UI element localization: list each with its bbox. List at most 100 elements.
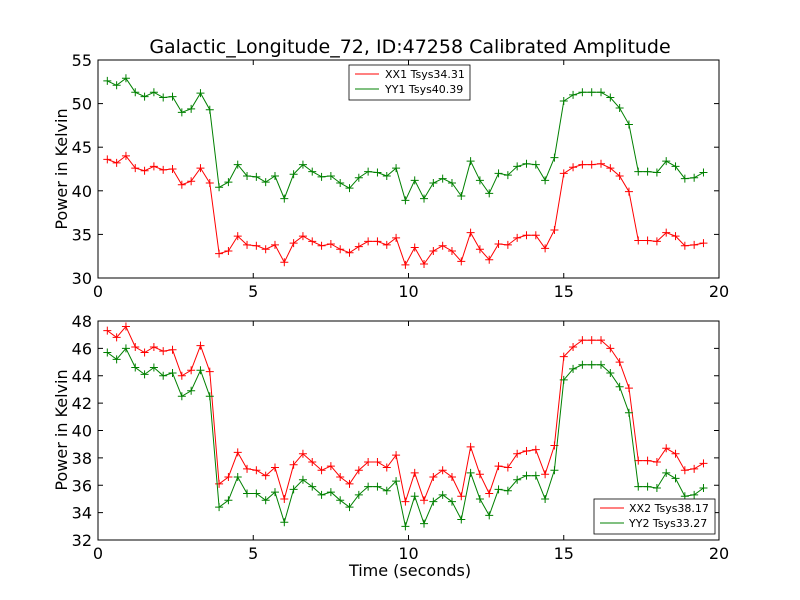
top-series-1-point xyxy=(429,178,438,187)
bottom-series-1-point xyxy=(121,344,130,353)
top-series-1-point xyxy=(243,171,252,180)
bottom-series-0-point xyxy=(336,473,345,482)
bottom-series-0-point xyxy=(215,479,224,488)
top-series-0-point xyxy=(308,237,317,246)
bottom-series-0-point xyxy=(438,466,447,475)
bottom-series-0-point xyxy=(261,471,270,480)
x-axis-label: Time (seconds) xyxy=(348,561,471,580)
bottom-series-1-point xyxy=(224,496,233,505)
top-series-0-point xyxy=(606,164,615,173)
top-series-1-point xyxy=(652,168,661,177)
top-series-0-point xyxy=(280,258,289,267)
bottom-series-1-point xyxy=(159,371,168,380)
bottom-series-1-point xyxy=(326,488,335,497)
top-series-0-point xyxy=(121,151,130,160)
top-series-0-point xyxy=(401,260,410,269)
bottom-series-1-point xyxy=(541,494,550,503)
top-series-1-point xyxy=(485,189,494,198)
bottom-series-1-point xyxy=(503,486,512,495)
top-series-1-point xyxy=(475,176,484,185)
bottom-series-0-point xyxy=(149,343,158,352)
top-series-0-point xyxy=(699,239,708,248)
bottom-series-0-point xyxy=(475,470,484,479)
top-y-tick-label: 40 xyxy=(72,182,92,201)
top-series-1-point xyxy=(233,160,242,169)
bottom-series-0-point xyxy=(345,479,354,488)
bottom-series-1-point xyxy=(317,490,326,499)
top-y-tick-label: 35 xyxy=(72,225,92,244)
bottom-series-1-point xyxy=(690,490,699,499)
top-series-1-point xyxy=(578,88,587,97)
bottom-series-1-point xyxy=(261,496,270,505)
top-series-0-point xyxy=(438,241,447,250)
bottom-series-1-point xyxy=(513,475,522,484)
bottom-series-1-point xyxy=(382,486,391,495)
top-series-0-point xyxy=(643,236,652,245)
bottom-series-0-point xyxy=(131,343,140,352)
top-series-0-point xyxy=(475,245,484,254)
top-series-0-point xyxy=(531,231,540,240)
bottom-series-1-point xyxy=(485,511,494,520)
bottom-series-1-point xyxy=(597,360,606,369)
top-legend: XX1 Tsys34.31 YY1 Tsys40.39 xyxy=(348,64,471,101)
bottom-series-0-point xyxy=(690,464,699,473)
bottom-series-0-point xyxy=(680,466,689,475)
top-series-0-point xyxy=(652,237,661,246)
top-y-tick-label: 50 xyxy=(72,95,92,114)
top-series-layer xyxy=(103,74,708,269)
bottom-series-1-point xyxy=(624,408,633,417)
bottom-series-1-point xyxy=(308,482,317,491)
top-x-tick-label: 10 xyxy=(398,282,418,301)
top-series-1-point xyxy=(541,176,550,185)
top-series-0-point xyxy=(298,232,307,241)
bottom-series-1-point xyxy=(634,482,643,491)
bottom-series-1-point xyxy=(457,515,466,524)
bottom-series-0-point xyxy=(466,442,475,451)
top-series-0-point xyxy=(168,165,177,173)
top-x-tick-label: 15 xyxy=(554,282,574,301)
bottom-series-0-point xyxy=(140,348,149,357)
top-series-1-point xyxy=(494,169,503,178)
bottom-series-0-point xyxy=(196,341,205,350)
bottom-series-0-point xyxy=(652,457,661,466)
top-legend-label-yy1: YY1 Tsys40.39 xyxy=(384,83,463,96)
bottom-legend: XX2 Tsys38.17 YY2 Tsys33.27 xyxy=(593,498,716,535)
top-series-0-point xyxy=(485,255,494,264)
top-series-1-point xyxy=(326,171,335,180)
bottom-series-0-point xyxy=(522,447,531,456)
bottom-series-0-point xyxy=(392,451,401,460)
bottom-series-1-point xyxy=(429,497,438,506)
bottom-x-tick-label: 0 xyxy=(93,544,103,563)
top-series-1-point xyxy=(624,120,633,129)
bottom-series-layer xyxy=(103,322,708,531)
bottom-series-1-point xyxy=(531,471,540,480)
bottom-series-0-point xyxy=(401,497,410,506)
top-y-tick-label: 45 xyxy=(72,138,92,157)
top-series-1-point xyxy=(336,178,345,187)
bottom-series-1-point xyxy=(196,366,205,375)
top-x-tick-label: 5 xyxy=(248,282,258,301)
top-series-0-point xyxy=(550,226,559,235)
chart-title: Galactic_Longitude_72, ID:47258 Calibrat… xyxy=(149,36,670,58)
bottom-series-1-point xyxy=(606,369,615,378)
bottom-series-0-point xyxy=(233,448,242,457)
bottom-series-0-point xyxy=(485,489,494,498)
top-series-0-point xyxy=(345,248,354,257)
top-plot-panel: 0 5 10 15 20 30 35 40 45 50 55 Power in Kelvin XX1… xyxy=(52,51,729,301)
top-y-axis-label: Power in Kelvin xyxy=(52,108,71,229)
bottom-series-0-point xyxy=(559,352,568,361)
top-series-1-point xyxy=(345,184,354,193)
bottom-series-0-point xyxy=(662,444,671,453)
top-series-1-point xyxy=(261,178,270,187)
top-series-1-point xyxy=(159,93,168,102)
top-series-0-point xyxy=(131,164,140,173)
bottom-series-0-point xyxy=(243,464,252,473)
bottom-y-tick-label: 32 xyxy=(72,531,92,550)
top-series-0-point xyxy=(205,178,214,187)
top-series-0-point xyxy=(597,159,606,168)
top-series-1-point xyxy=(466,157,475,166)
top-series-0-point xyxy=(559,169,568,178)
top-series-1-point xyxy=(569,90,578,99)
bottom-plot-panel: 0 5 10 15 20 32 34 36 38 40 42 44 46 48 Power in Kelv… xyxy=(52,312,729,580)
bottom-series-0-point xyxy=(429,473,438,482)
